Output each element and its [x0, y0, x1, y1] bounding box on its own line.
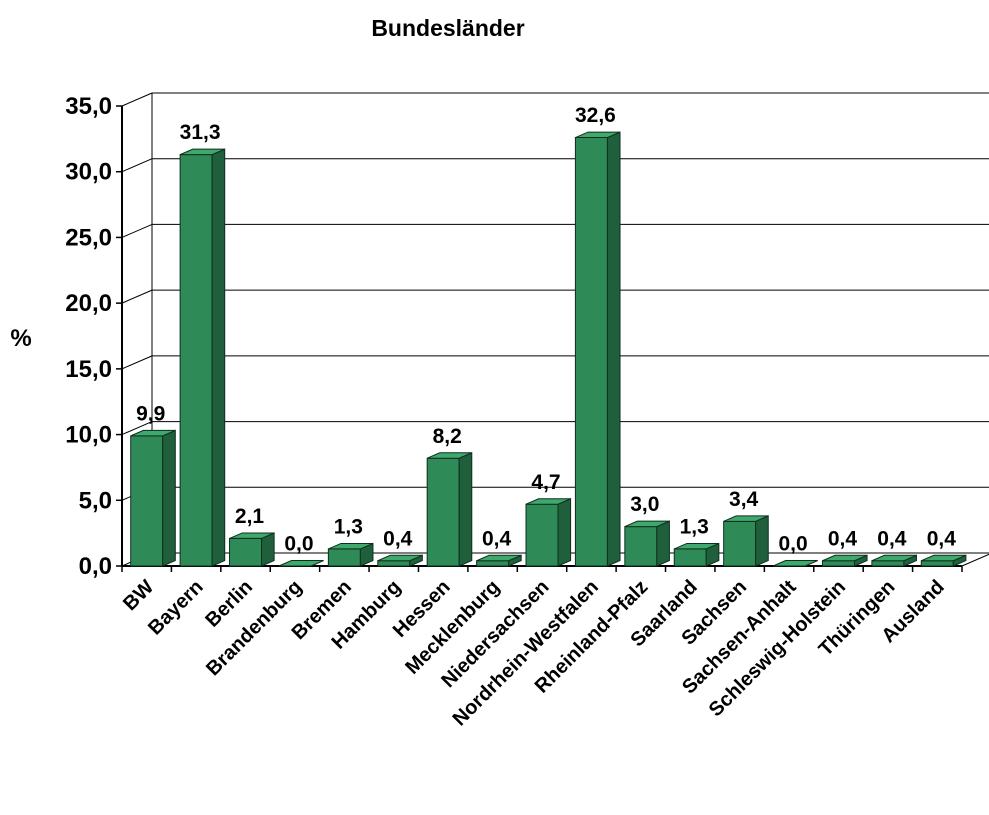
bar-front-face [229, 537, 263, 567]
bar [130, 429, 176, 567]
bar-front-face [327, 548, 361, 567]
y-tick-label: 5,0 [79, 487, 112, 514]
data-label: 0,0 [778, 533, 807, 556]
floor-right-edge [961, 553, 989, 567]
bar-top-face [130, 429, 176, 437]
y-tick-label: 0,0 [79, 553, 112, 580]
bar-side-face [211, 148, 226, 567]
chart-title: Bundesländer [371, 15, 524, 41]
data-label: 8,2 [433, 425, 462, 448]
gridlines [121, 92, 989, 567]
data-label: 9,9 [136, 402, 165, 425]
bar-front-face [723, 520, 757, 567]
y-tick-label: 15,0 [65, 356, 112, 383]
bars [130, 131, 967, 567]
bar-front-face [821, 560, 855, 567]
bar-front-face [377, 560, 411, 567]
bar [525, 498, 572, 567]
bar [673, 542, 720, 567]
bar-side-face [162, 429, 176, 567]
bar [377, 554, 423, 567]
category-label: BW [119, 576, 158, 615]
data-label: 3,4 [729, 488, 759, 511]
bar-front-face [179, 154, 213, 567]
bar-front-face [525, 503, 559, 567]
category-label: Bayern [144, 576, 208, 640]
bar-side-face [656, 520, 670, 567]
data-label: 1,3 [680, 515, 709, 538]
bar-top-face [575, 131, 621, 139]
data-label: 4,7 [531, 471, 560, 494]
bar [426, 452, 473, 567]
bar-top-face [674, 542, 720, 550]
y-axis-label: % [10, 325, 31, 352]
y-tick-labels: 0,0 5,0 10,0 15,0 20,0 25,0 30,0 35,0 [65, 93, 112, 580]
bar-front-face [426, 457, 460, 567]
data-label: 0,4 [482, 527, 512, 550]
bar-top-face [179, 148, 225, 156]
data-label: 0,4 [828, 527, 858, 550]
bar-front-face [574, 137, 608, 567]
bar-top-face [772, 560, 818, 567]
bar-top-face [377, 554, 423, 562]
bar-top-face [426, 452, 472, 459]
gridline-diagonal [121, 92, 153, 107]
bar [476, 554, 522, 567]
bar-top-face [229, 532, 275, 539]
bar-side-face [755, 515, 769, 567]
bar [624, 520, 670, 567]
bar [821, 554, 868, 567]
y-tick-label: 10,0 [65, 422, 112, 449]
y-tick-label: 30,0 [65, 159, 112, 186]
data-labels: 9,9 31,3 2,1 0,0 1,3 0,4 8,2 0,4 4,7 32,6 3,0 1,3 3,… [136, 104, 956, 555]
bar [772, 560, 818, 567]
bar-side-face [458, 452, 473, 567]
data-label: 3,0 [630, 493, 659, 516]
bar-top-face [525, 498, 571, 505]
category-labels: BWBayernBerlinBrandenburgBremenHamburgHe… [119, 576, 949, 731]
gridline-diagonal [121, 223, 153, 238]
data-label: 31,3 [180, 121, 221, 144]
bar-top-face [723, 515, 769, 522]
bar-front-face [920, 560, 954, 567]
data-label: 0,4 [927, 527, 957, 550]
data-label: 0,0 [284, 533, 313, 556]
bar-top-face [624, 520, 670, 528]
bar [179, 148, 226, 567]
bar-top-face [871, 554, 917, 562]
bar-top-face [278, 560, 324, 567]
bar [229, 532, 275, 567]
gridline-diagonal [121, 289, 153, 304]
bar-front-face [871, 560, 905, 567]
bar [278, 560, 324, 567]
bar-top-face [476, 554, 522, 562]
bar [574, 131, 621, 567]
bar-top-face [921, 554, 967, 562]
data-label: 32,6 [575, 104, 616, 127]
data-label: 1,3 [334, 515, 363, 538]
bar [723, 515, 769, 567]
bar-front-face [624, 526, 658, 567]
bar-front-face [130, 435, 164, 567]
data-label: 2,1 [235, 505, 265, 528]
bar [920, 554, 967, 567]
bar-front-face [673, 548, 707, 567]
bar-side-face [606, 131, 621, 567]
gridline-diagonal [121, 421, 153, 436]
bar [871, 554, 917, 567]
bar-top-face [822, 554, 868, 562]
y-tick-label: 20,0 [65, 290, 112, 317]
y-tick-label: 25,0 [65, 224, 112, 251]
data-label: 0,4 [383, 527, 413, 550]
gridline-diagonal [121, 158, 153, 173]
bar-side-face [557, 498, 572, 567]
gridline-diagonal [121, 355, 153, 370]
bar [327, 542, 374, 567]
bar-top-face [328, 542, 374, 550]
data-label: 0,4 [877, 527, 907, 550]
bar-front-face [476, 560, 510, 567]
y-tick-label: 35,0 [65, 93, 112, 120]
